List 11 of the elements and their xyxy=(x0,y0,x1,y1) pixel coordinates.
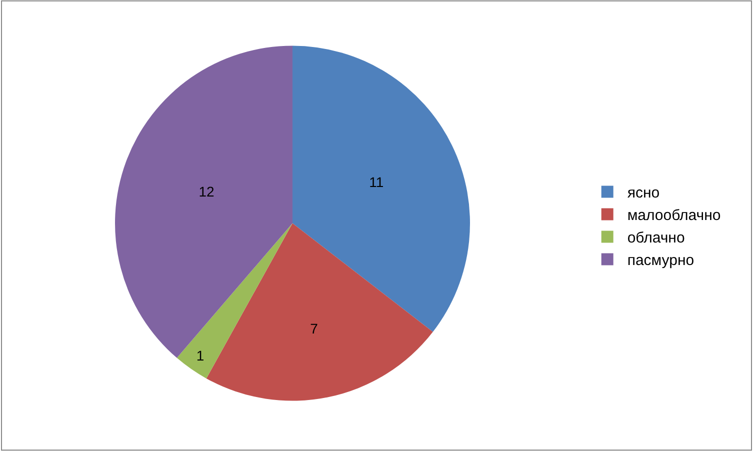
legend-label: облачно xyxy=(627,230,685,247)
legend-label: ясно xyxy=(627,184,660,202)
legend-label: малооблачно xyxy=(627,207,721,224)
data-label: 7 xyxy=(310,320,318,337)
pie-slice xyxy=(176,223,292,378)
pie-slice xyxy=(206,223,433,401)
data-label: 12 xyxy=(198,183,214,200)
data-label: 11 xyxy=(369,174,384,190)
data-label: 1 xyxy=(196,348,204,364)
legend-label: пасмурно xyxy=(627,252,694,270)
pie-slice xyxy=(292,46,470,332)
